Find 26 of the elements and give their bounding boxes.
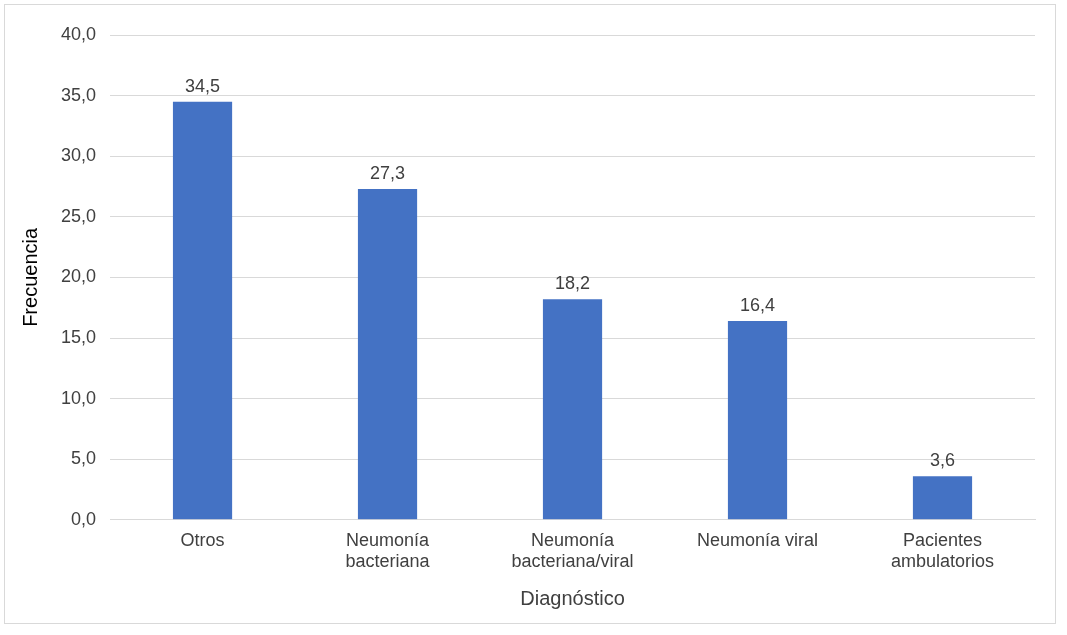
y-tick-label: 0,0 (71, 508, 97, 529)
x-tick-label: Neumonía bacteriana (345, 529, 431, 572)
x-tick-label: Neumonía bacteriana/viral (511, 529, 634, 572)
x-tick-label: Pacientes ambulatorios (890, 529, 995, 572)
data-label: 18,2 (554, 273, 591, 294)
data-label: 27,3 (370, 162, 406, 183)
y-tick-label: 15,0 (60, 326, 97, 347)
x-tick-label: Neumonía viral (696, 529, 819, 550)
x-tick-label: Otros (180, 529, 225, 550)
bar (727, 321, 788, 520)
x-axis-title: Diagnóstico (520, 586, 625, 609)
bar (357, 188, 418, 520)
bar (172, 101, 233, 520)
data-label: 34,5 (185, 75, 221, 96)
y-axis-title: Frecuencia (18, 227, 41, 327)
data-label: 16,4 (739, 295, 776, 315)
y-tick-label: 25,0 (60, 205, 97, 226)
y-tick-label: 30,0 (60, 145, 97, 166)
y-tick-label: 5,0 (71, 448, 97, 469)
y-tick-label: 35,0 (60, 84, 97, 105)
y-tick-label: 40,0 (60, 23, 97, 44)
y-tick-label: 20,0 (60, 266, 97, 287)
bar (912, 476, 973, 520)
y-tick-label: 10,0 (60, 387, 97, 408)
bar (542, 299, 603, 520)
data-label: 3,6 (929, 450, 956, 471)
